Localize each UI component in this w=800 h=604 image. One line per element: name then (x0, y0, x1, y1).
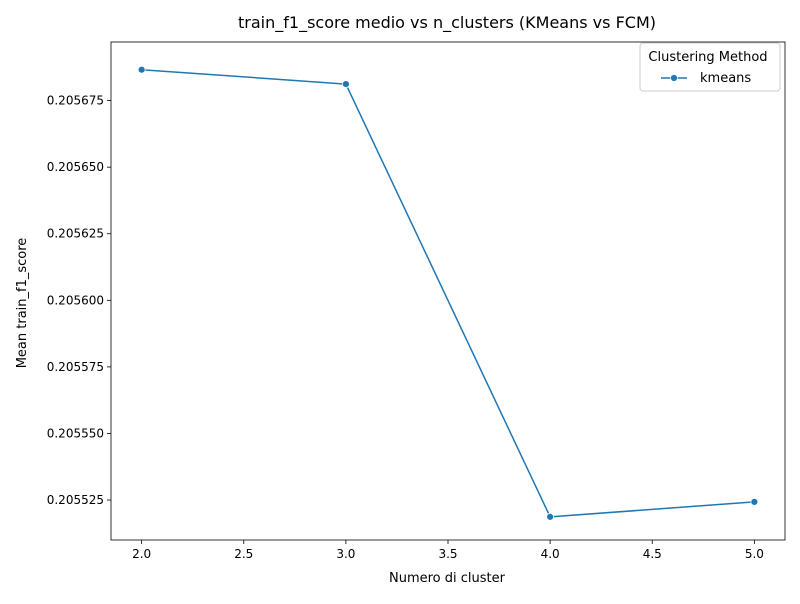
chart-title: train_f1_score medio vs n_clusters (KMea… (238, 13, 656, 33)
legend-marker-kmeans (670, 74, 678, 82)
plot-area: 2.0 2.5 3.0 3.5 4.0 4.5 5.0 0.205525 0.205550 0.2… (47, 41, 786, 561)
y-tick-label: 0.205625 (47, 227, 104, 241)
x-tick-label: 2.0 (132, 547, 151, 561)
x-tick-label: 4.5 (643, 547, 662, 561)
y-tick-label: 0.205650 (47, 160, 104, 174)
data-point-kmeans (546, 512, 554, 521)
legend-title: Clustering Method (648, 50, 767, 65)
x-tick-label: 3.0 (336, 547, 355, 561)
legend-label-kmeans: kmeans (700, 71, 751, 86)
data-point-kmeans (342, 80, 350, 88)
y-tick-label: 0.205675 (47, 94, 104, 108)
plot-frame (110, 41, 786, 541)
legend: Clustering Method kmeans (639, 42, 781, 92)
y-tick-label: 0.205525 (47, 493, 104, 507)
y-tick-label: 0.205575 (47, 360, 104, 374)
x-tick-label: 5.0 (745, 547, 764, 561)
data-point-kmeans (137, 65, 146, 74)
series-line-kmeans (141, 68, 755, 518)
x-tick-label: 3.5 (438, 547, 457, 561)
x-tick-label: 2.5 (234, 547, 253, 561)
data-point-kmeans (750, 498, 759, 506)
x-tick-label: 4.0 (541, 547, 560, 561)
x-axis-label: Numero di cluster (389, 571, 506, 586)
y-axis-label: Mean train_f1_score (15, 238, 30, 369)
y-tick-label: 0.205550 (47, 426, 104, 440)
y-tick-label: 0.205600 (47, 293, 104, 307)
